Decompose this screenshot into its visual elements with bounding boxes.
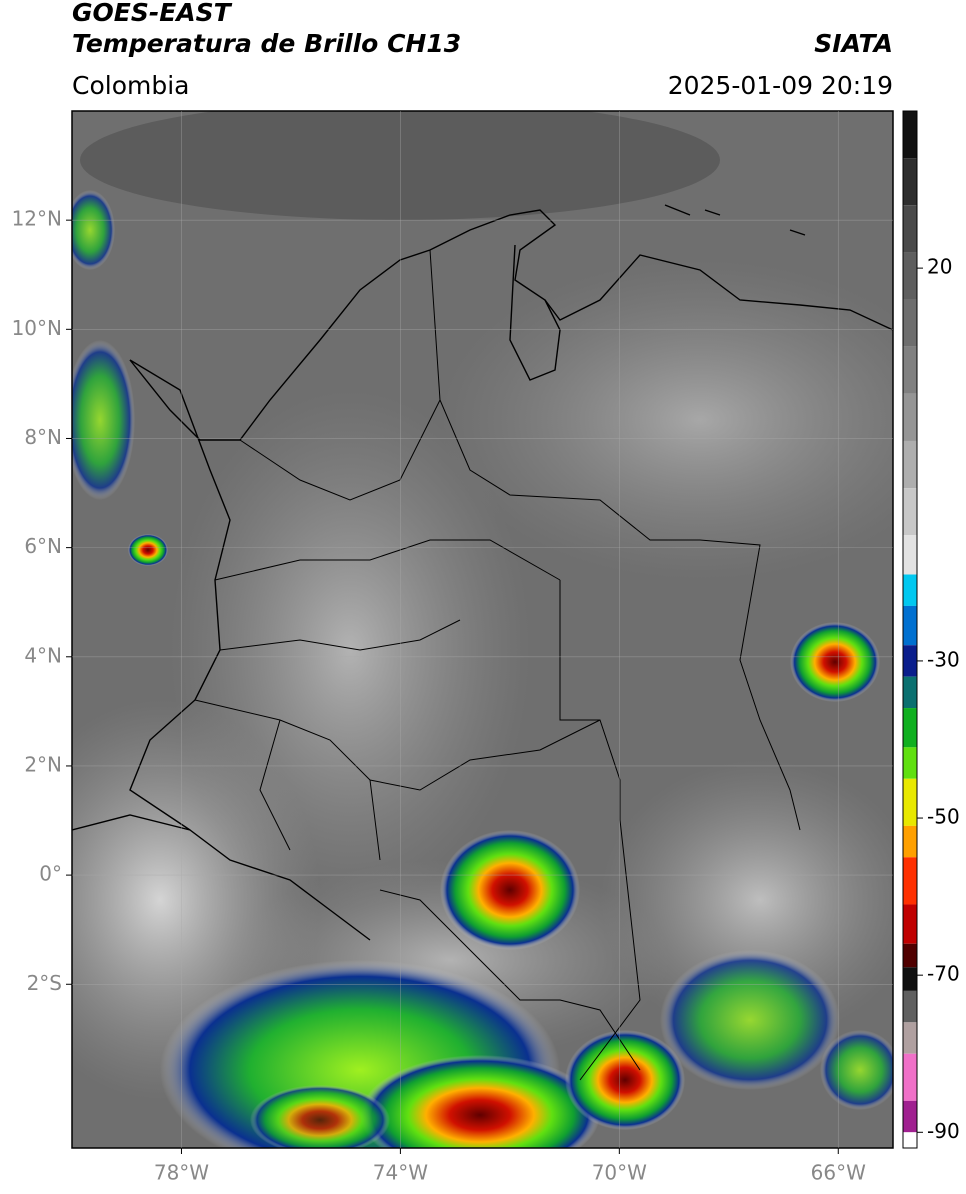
colorbar-segment bbox=[903, 574, 917, 606]
colorbar-segment bbox=[903, 252, 917, 300]
colorbar-segment bbox=[903, 904, 917, 944]
y-tick-label: 2°N bbox=[24, 752, 62, 776]
source: SIATA bbox=[814, 29, 893, 58]
x-tick-label: 74°W bbox=[373, 1161, 428, 1185]
y-tick-label: 12°N bbox=[12, 207, 62, 231]
region: Colombia bbox=[72, 71, 189, 100]
title: GOES-EAST bbox=[72, 0, 233, 27]
colorbar-tick-label: -70 bbox=[927, 962, 960, 986]
y-tick-label: 6°N bbox=[24, 534, 62, 558]
colorbar-segment bbox=[903, 488, 917, 536]
colorbar-tick-label: -50 bbox=[927, 805, 960, 829]
colorbar-segment bbox=[903, 440, 917, 489]
datetime: 2025-01-09 20:19 bbox=[668, 71, 893, 100]
y-tick-label: 0° bbox=[39, 862, 62, 886]
colorbar-segment bbox=[903, 299, 917, 347]
colorbar-segment bbox=[903, 825, 917, 858]
colorbar-segment bbox=[903, 778, 917, 826]
colorbar-segment bbox=[903, 158, 917, 206]
map-frame bbox=[71, 110, 894, 1149]
colorbar-segment bbox=[903, 676, 917, 709]
colorbar-segment bbox=[903, 747, 917, 779]
x-tick-label: 66°W bbox=[811, 1161, 866, 1185]
colorbar-segment bbox=[903, 1132, 917, 1148]
map-image bbox=[72, 111, 893, 1148]
colorbar-segment bbox=[903, 857, 917, 905]
colorbar-tick-label: -90 bbox=[927, 1119, 960, 1143]
y-tick-label: 2°S bbox=[27, 971, 62, 995]
colorbar-segment bbox=[903, 111, 917, 159]
colorbar-tick-label: 20 bbox=[927, 255, 952, 279]
colorbar-segment bbox=[903, 535, 917, 575]
colorbar-segment bbox=[903, 393, 917, 441]
colorbar-segment bbox=[903, 1100, 917, 1133]
colorbar-segment bbox=[903, 605, 917, 646]
colorbar-segment bbox=[903, 1053, 917, 1101]
colorbar-segment bbox=[903, 1022, 917, 1054]
colorbar-segment bbox=[903, 205, 917, 253]
colorbar-segment bbox=[903, 990, 917, 1023]
subtitle: Temperatura de Brillo CH13 bbox=[72, 29, 461, 58]
y-tick-label: 4°N bbox=[24, 643, 62, 667]
y-tick-label: 10°N bbox=[12, 316, 62, 340]
colorbar-frame bbox=[902, 110, 918, 1149]
colorbar-segment bbox=[903, 708, 917, 748]
colorbar-segment bbox=[903, 967, 917, 991]
x-tick-label: 78°W bbox=[154, 1161, 209, 1185]
colorbar-segment bbox=[903, 943, 917, 968]
x-tick-label: 70°W bbox=[592, 1161, 647, 1185]
y-tick-label: 8°N bbox=[24, 425, 62, 449]
colorbar-segment bbox=[903, 346, 917, 394]
colorbar-segment bbox=[903, 645, 917, 677]
colorbar-tick-label: -30 bbox=[927, 647, 960, 671]
